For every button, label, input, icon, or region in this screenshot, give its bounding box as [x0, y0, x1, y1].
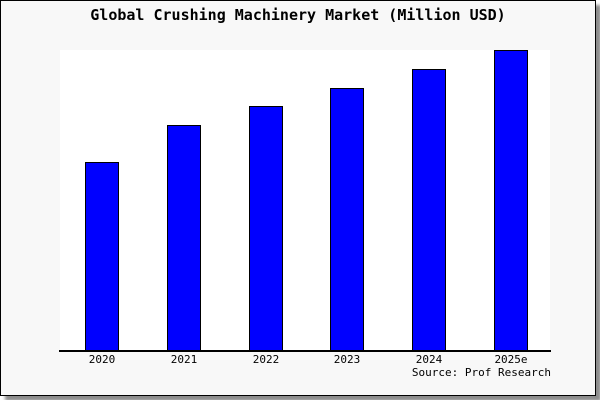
bar-2023 — [330, 88, 364, 351]
bar-2022 — [249, 106, 283, 351]
x-tick-label-2020: 2020 — [88, 353, 116, 366]
chart-title: Global Crushing Machinery Market (Millio… — [90, 6, 506, 24]
x-tick-label-2021: 2021 — [170, 353, 198, 366]
bar-2024 — [412, 69, 446, 351]
x-tick-label-2023: 2023 — [333, 353, 361, 366]
plot-area — [60, 50, 550, 351]
x-tick-label-2025e: 2025e — [494, 353, 528, 366]
x-tick-label-2022: 2022 — [252, 353, 280, 366]
bar-2025e — [494, 50, 528, 351]
bar-2020 — [85, 162, 119, 351]
source-note: Source: Prof Research — [411, 366, 551, 379]
x-axis-line — [59, 350, 551, 352]
x-tick-label-2024: 2024 — [415, 353, 443, 366]
bar-2021 — [167, 125, 201, 351]
